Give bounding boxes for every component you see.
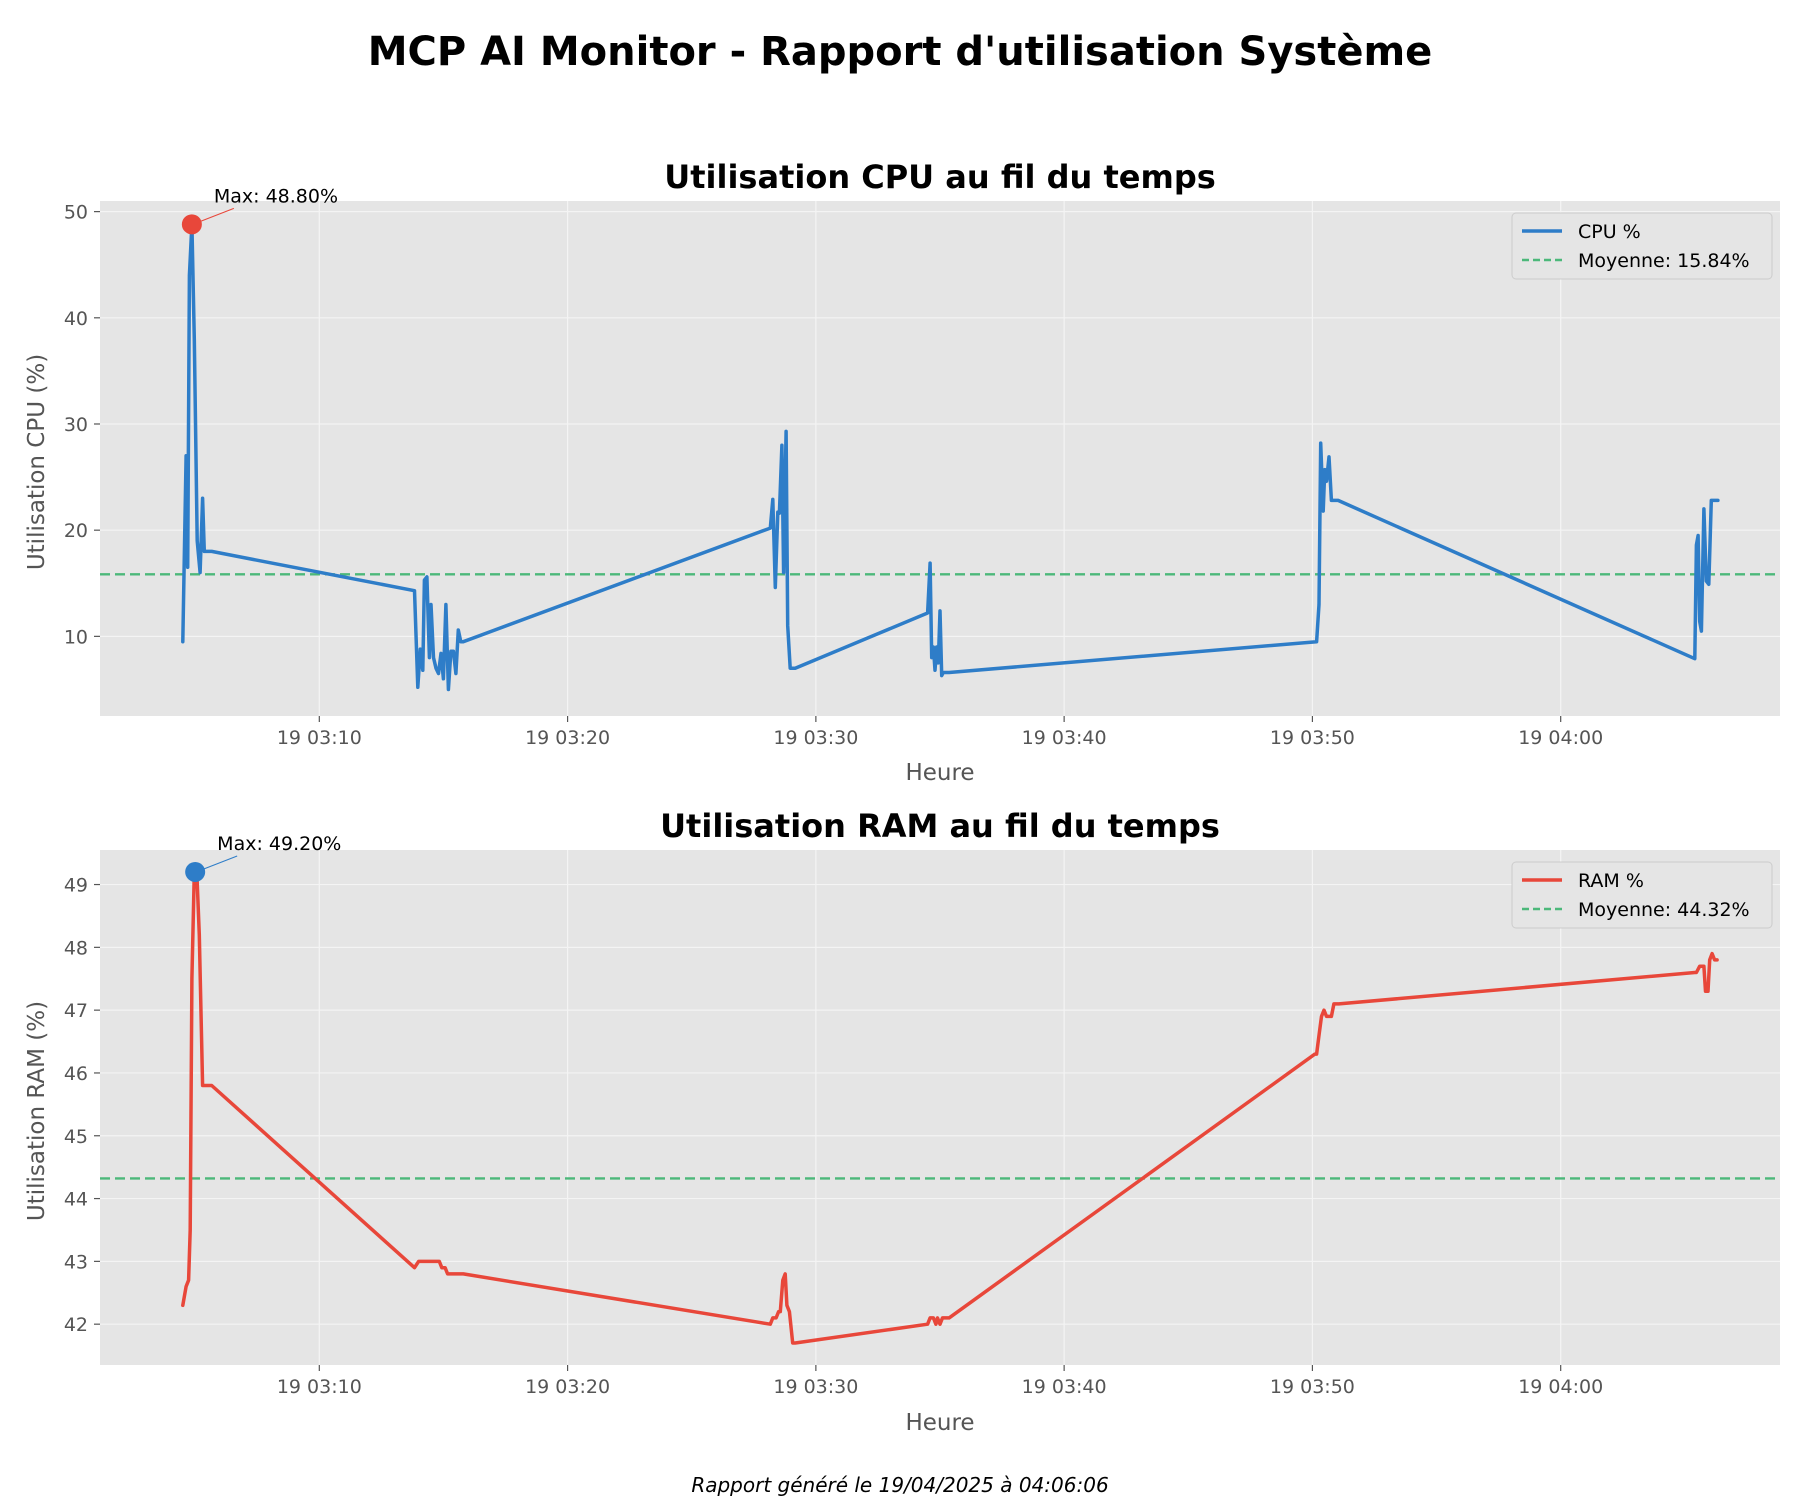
cpu-max-marker bbox=[181, 214, 202, 235]
ram-legend bbox=[1511, 861, 1773, 929]
ram-x-tick-label: 19 04:00 bbox=[1518, 1376, 1603, 1398]
cpu-legend-series-label: CPU % bbox=[1578, 221, 1641, 243]
cpu-chart-title: Utilisation CPU au fil du temps bbox=[664, 158, 1216, 196]
ram-y-tick-label: 44 bbox=[64, 1189, 88, 1211]
figure-title: MCP AI Monitor - Rapport d'utilisation S… bbox=[368, 29, 1433, 75]
ram-legend-series-label: RAM % bbox=[1578, 870, 1644, 892]
cpu-x-tick-label: 19 03:30 bbox=[773, 727, 858, 749]
cpu-y-tick-label: 20 bbox=[64, 520, 88, 542]
cpu-max-annotation: Max: 48.80% bbox=[214, 185, 338, 207]
ram-y-tick-label: 48 bbox=[64, 937, 88, 959]
ram-plot-area bbox=[100, 850, 1780, 1365]
cpu-x-tick-label: 19 04:00 bbox=[1518, 727, 1603, 749]
cpu-x-tick-label: 19 03:20 bbox=[525, 727, 610, 749]
report-footer: Rapport généré le 19/04/2025 à 04:06:06 bbox=[691, 1473, 1108, 1497]
ram-y-tick-label: 43 bbox=[64, 1251, 88, 1273]
cpu-x-tick-label: 19 03:50 bbox=[1270, 727, 1355, 749]
ram-x-tick-label: 19 03:20 bbox=[525, 1376, 610, 1398]
ram-y-tick-label: 47 bbox=[64, 1000, 88, 1022]
ram-x-axis-label: Heure bbox=[905, 1410, 974, 1436]
ram-max-annotation: Max: 49.20% bbox=[217, 833, 341, 855]
ram-x-tick-label: 19 03:10 bbox=[277, 1376, 362, 1398]
ram-y-tick-label: 46 bbox=[64, 1063, 88, 1085]
cpu-x-tick-label: 19 03:40 bbox=[1022, 727, 1107, 749]
cpu-chart: Utilisation CPU au fil du temps Heure Ut… bbox=[24, 158, 1780, 786]
ram-legend-mean-label: Moyenne: 44.32% bbox=[1578, 899, 1750, 921]
ram-y-tick-label: 42 bbox=[64, 1314, 88, 1336]
cpu-x-axis-label: Heure bbox=[905, 760, 974, 786]
cpu-y-tick-label: 10 bbox=[64, 626, 88, 648]
ram-x-tick-label: 19 03:40 bbox=[1022, 1376, 1107, 1398]
ram-chart: Utilisation RAM au fil du temps Heure Ut… bbox=[24, 807, 1780, 1436]
cpu-y-axis-label: Utilisation CPU (%) bbox=[24, 354, 50, 570]
ram-series-line bbox=[181, 870, 1719, 1345]
cpu-annotation-arrow bbox=[197, 207, 235, 223]
cpu-y-tick-label: 30 bbox=[64, 414, 88, 436]
ram-y-axis-label: Utilisation RAM (%) bbox=[24, 1001, 50, 1221]
ram-x-tick-label: 19 03:50 bbox=[1270, 1376, 1355, 1398]
cpu-series-line bbox=[181, 222, 1720, 692]
cpu-y-tick-label: 40 bbox=[64, 308, 88, 330]
cpu-y-tick-label: 50 bbox=[64, 202, 88, 224]
ram-annotation-arrow bbox=[200, 855, 238, 871]
cpu-legend bbox=[1511, 212, 1773, 280]
ram-y-tick-label: 49 bbox=[64, 875, 88, 897]
ram-x-tick-label: 19 03:30 bbox=[773, 1376, 858, 1398]
cpu-x-tick-label: 19 03:10 bbox=[277, 727, 362, 749]
ram-y-tick-label: 45 bbox=[64, 1126, 88, 1148]
ram-chart-title: Utilisation RAM au fil du temps bbox=[660, 807, 1220, 845]
ram-max-marker bbox=[185, 861, 206, 882]
cpu-legend-mean-label: Moyenne: 15.84% bbox=[1578, 250, 1750, 272]
